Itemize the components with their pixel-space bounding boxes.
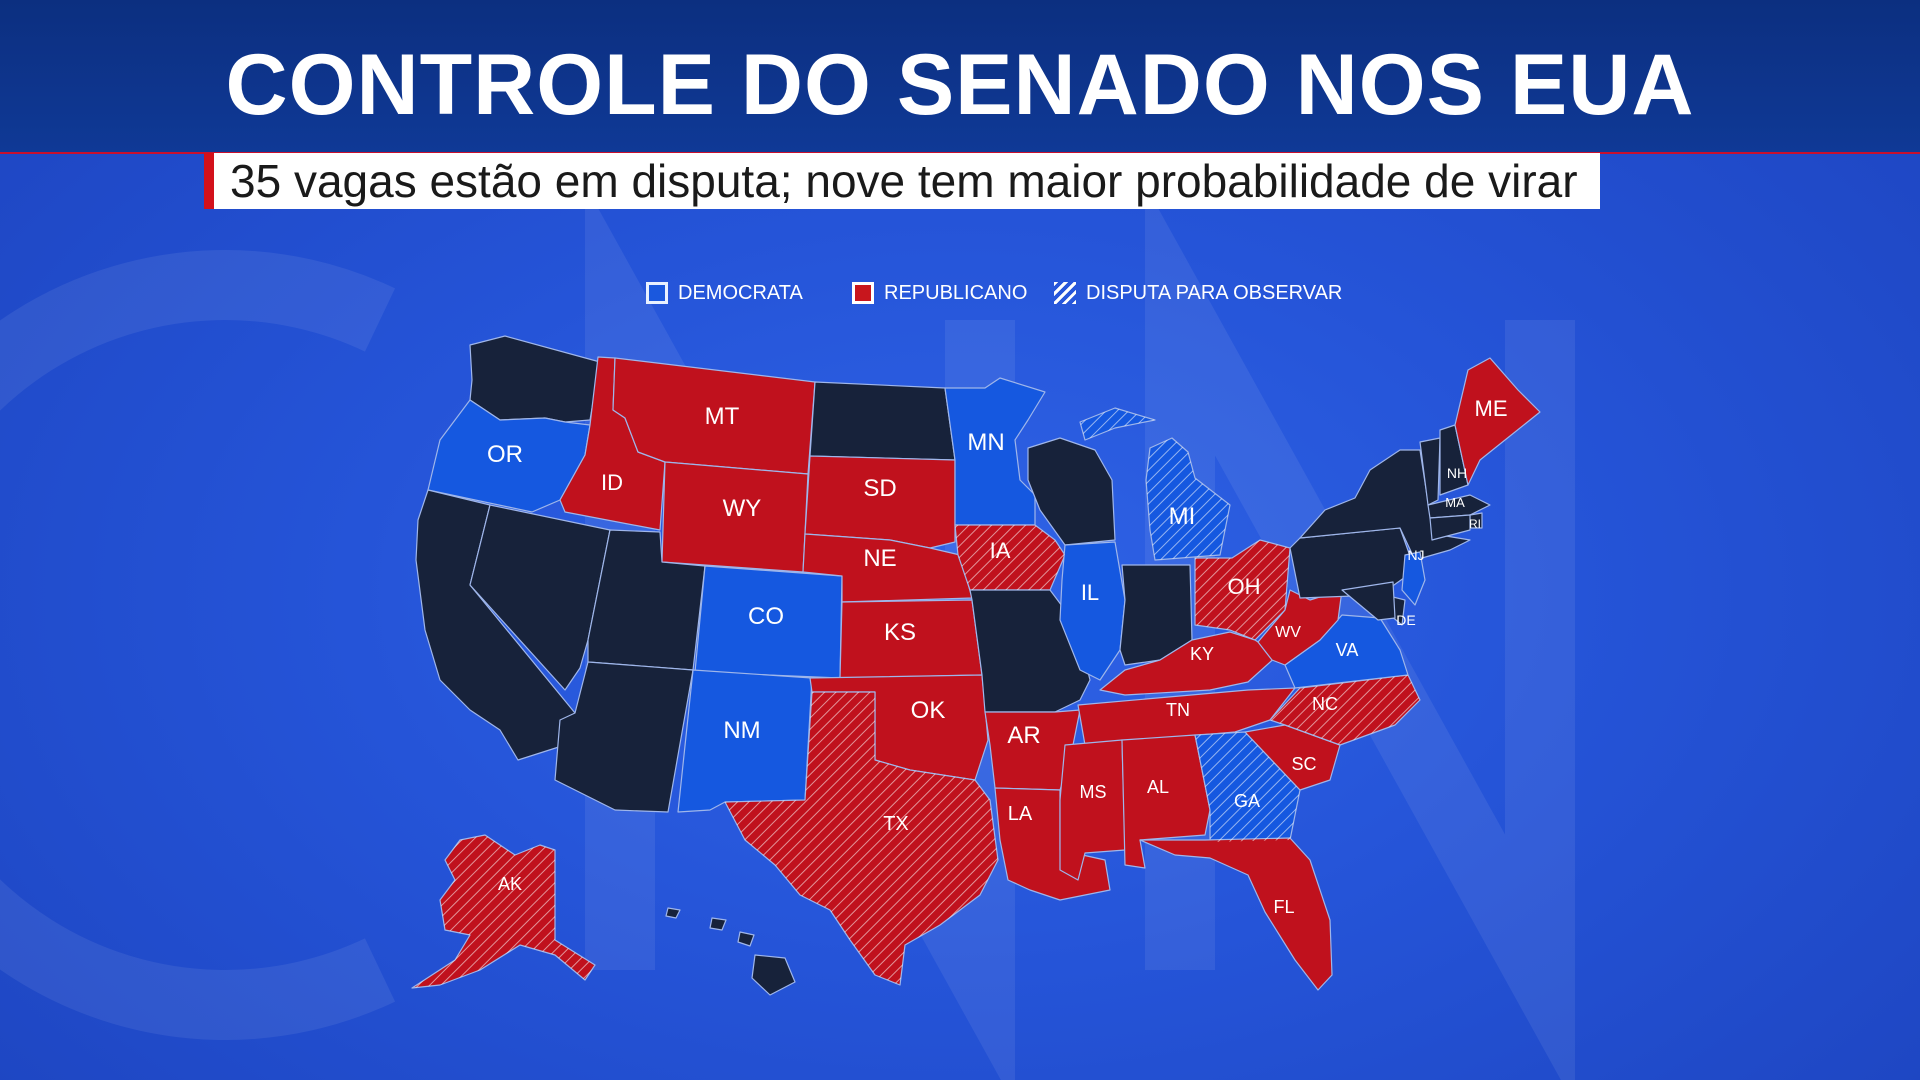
watch-hatch-tx: [725, 692, 998, 985]
state-label-ar: AR: [1007, 722, 1040, 749]
state-label-mn: MN: [967, 429, 1004, 456]
state-label-va: VA: [1336, 640, 1359, 660]
hatch-swatch: [1054, 282, 1076, 304]
state-label-ga: GA: [1234, 791, 1260, 811]
legend-label-democrat: DEMOCRATA: [678, 281, 803, 304]
state-pa: [1289, 527, 1416, 599]
watch-hatch-mi: [1080, 408, 1230, 560]
state-sd: [804, 455, 956, 549]
state-label-tn: TN: [1166, 700, 1190, 720]
state-label-ks: KS: [884, 619, 916, 646]
state-ct: [1429, 514, 1471, 541]
state-label-co: CO: [748, 603, 784, 630]
state-sc: [1244, 724, 1341, 791]
state-label-or: OR: [487, 441, 523, 468]
state-wa: [469, 335, 601, 423]
republican-swatch: [852, 282, 874, 304]
state-ut: [587, 529, 706, 671]
state-label-mt: MT: [705, 403, 740, 430]
state-md: [1341, 581, 1396, 621]
state-ma: [1427, 494, 1491, 519]
legend-item-republican: REPUBLICANO: [852, 278, 1027, 308]
watch-hatch-ia: [955, 525, 1065, 590]
state-label-tx: TX: [883, 813, 909, 835]
state-label-la: LA: [1008, 803, 1033, 825]
page-title: CONTROLE DO SENADO NOS EUA: [225, 37, 1695, 133]
state-label-ia: IA: [990, 538, 1011, 563]
title-band: CONTROLE DO SENADO NOS EUA: [0, 0, 1920, 152]
state-label-ms: MS: [1080, 782, 1107, 802]
state-label-ri: RI: [1469, 517, 1481, 531]
state-label-nj: NJ: [1407, 547, 1424, 563]
state-label-ky: KY: [1190, 644, 1214, 664]
state-label-sc: SC: [1291, 754, 1316, 774]
state-label-de: DE: [1396, 612, 1415, 628]
state-label-wv: WV: [1275, 624, 1301, 641]
state-il: [1059, 541, 1126, 681]
state-fl: [1139, 837, 1333, 991]
state-label-me: ME: [1475, 396, 1508, 421]
state-me: [1454, 357, 1541, 486]
state-label-nh: NH: [1447, 465, 1467, 481]
state-label-mi: MI: [1169, 503, 1196, 530]
state-mn: [944, 377, 1046, 526]
democrat-swatch: [646, 282, 668, 304]
legend-item-watch: DISPUTA PARA OBSERVAR: [1054, 278, 1342, 308]
state-nj: [1401, 551, 1426, 606]
state-label-il: IL: [1081, 580, 1099, 605]
state-wv: [1257, 589, 1343, 666]
legend-item-democrat: DEMOCRATA: [646, 278, 803, 308]
state-label-al: AL: [1147, 777, 1169, 797]
state-label-sd: SD: [863, 475, 896, 502]
map-legend: DEMOCRATA REPUBLICANO DISPUTA PARA OBSER…: [0, 278, 1920, 308]
state-label-ok: OK: [911, 697, 946, 724]
subtitle-bar: 35 vagas estão em disputa; nove tem maio…: [204, 153, 1600, 209]
watch-hatch-nc: [1270, 675, 1420, 745]
watch-hatch-ak: [412, 835, 595, 988]
watch-hatch-ga: [1195, 732, 1300, 842]
legend-label-republican: REPUBLICANO: [884, 281, 1028, 304]
state-label-ak: AK: [498, 874, 522, 894]
state-az: [554, 661, 694, 813]
state-label-ma: MA: [1445, 495, 1465, 510]
state-label-ne: NE: [863, 545, 896, 572]
state-label-fl: FL: [1273, 897, 1294, 917]
state-label-id: ID: [601, 470, 623, 495]
state-label-oh: OH: [1228, 574, 1261, 599]
state-hi: [665, 907, 796, 996]
state-wi: [1027, 437, 1116, 546]
state-nd: [809, 381, 956, 461]
state-label-wy: WY: [723, 495, 762, 522]
state-label-nc: NC: [1312, 694, 1338, 714]
state-vt: [1419, 437, 1441, 506]
watch-hatch-oh: [1195, 540, 1290, 640]
state-label-nm: NM: [723, 717, 760, 744]
legend-label-watch: DISPUTA PARA OBSERVAR: [1086, 281, 1343, 304]
